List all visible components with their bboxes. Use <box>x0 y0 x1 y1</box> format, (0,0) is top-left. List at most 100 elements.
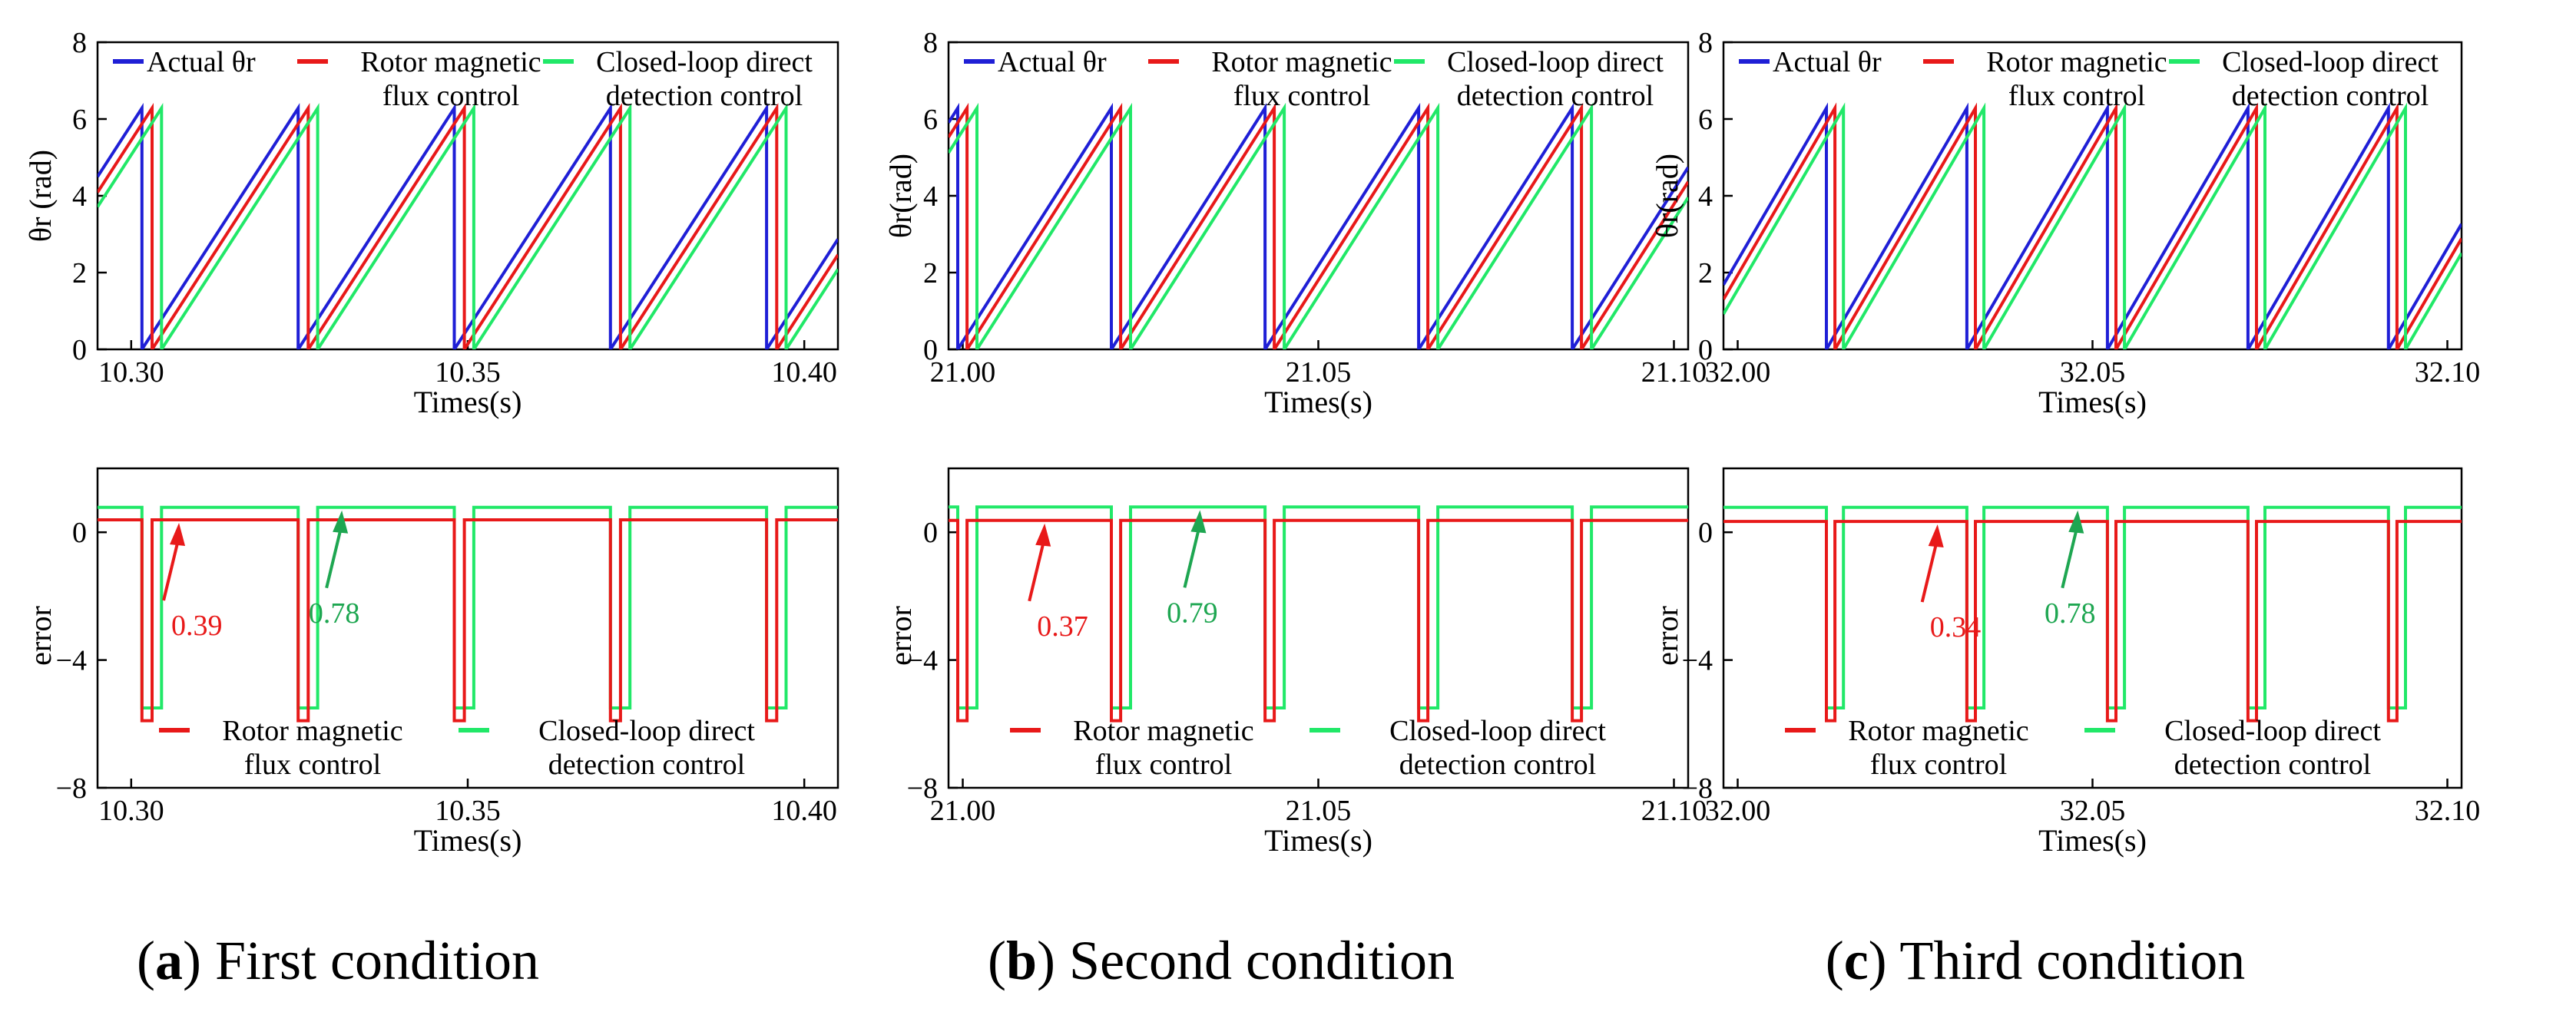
rotor-flux-error-value: 0.34 <box>1930 611 1982 643</box>
caption-part: ( <box>988 930 1006 991</box>
rotor-flux-line <box>1723 102 2462 349</box>
position-legend: Actual θr Rotor magnetic flux control Close… <box>113 46 813 112</box>
position-x-tick-label: 10.35 <box>435 356 501 389</box>
error-y-tick-label: −4 <box>1682 645 1713 677</box>
panel-caption: (c) Third condition <box>1826 930 2246 991</box>
position-chart: 0 2 4 6 8 10.30 10.35 10.40 Actual θr Rotor magne… <box>23 27 839 419</box>
rotor-flux-error-value: 0.39 <box>171 610 222 642</box>
position-x-tick-label: 21.10 <box>1641 356 1707 389</box>
closed-loop-error-value: 0.78 <box>309 597 360 630</box>
legend-label-rotor-flux: Rotor magnetic flux control <box>222 715 402 781</box>
position-y-axis-label: θr (rad) <box>23 150 58 242</box>
error-x-tick-label: 32.10 <box>2415 795 2481 827</box>
closed-loop-error-value: 0.78 <box>2045 597 2096 630</box>
position-y-tick-label: 4 <box>1698 180 1713 213</box>
position-x-tick-label: 10.30 <box>98 356 164 389</box>
position-y-tick-label: 0 <box>72 334 87 366</box>
rotor-flux-error-value: 0.37 <box>1037 610 1088 643</box>
error-annotations: 0.39 0.78 <box>162 510 360 642</box>
caption-part: ( <box>1826 930 1844 991</box>
position-x-tick-label: 10.40 <box>771 356 837 389</box>
caption-part: Second condition <box>1069 930 1455 991</box>
caption-part: Third condition <box>1899 930 2245 991</box>
rotor-flux-arrow-head <box>1928 524 1944 548</box>
position-x-tick-label: 32.05 <box>2060 356 2126 389</box>
error-x-axis-label: Times(s) <box>2038 823 2147 858</box>
position-y-tick-label: 8 <box>72 27 87 59</box>
error-chart: −8 −4 0 32.00 32.05 32.10 0.34 0.78 Rotor magnet… <box>1650 467 2481 858</box>
position-y-tick-label: 0 <box>923 334 938 366</box>
error-x-tick-label: 10.35 <box>435 795 501 827</box>
error-y-tick-label: −8 <box>907 772 938 805</box>
legend-label-closed-loop: Closed-loop direct detection control <box>538 715 755 781</box>
position-y-tick-label: 6 <box>72 104 87 136</box>
error-chart: −8 −4 0 21.00 21.05 21.10 0.37 0.79 Rotor magnet… <box>883 467 1707 858</box>
error-x-tick-label: 10.30 <box>98 795 164 827</box>
error-y-tick-label: 0 <box>72 517 87 549</box>
position-x-axis-label: Times(s) <box>1264 385 1372 419</box>
position-y-tick-label: 0 <box>1698 334 1713 366</box>
legend-label-rotor-flux: Rotor magnetic flux control <box>1986 46 2167 112</box>
rotor-flux-error-line <box>949 518 1688 723</box>
error-y-tick-label: −8 <box>1682 772 1713 805</box>
error-legend: Rotor magnetic flux control Closed-loop di… <box>1010 715 1606 781</box>
closed-loop-arrow-shaft <box>2061 524 2080 589</box>
rotor-flux-error-line <box>98 518 838 723</box>
position-y-tick-label: 2 <box>1698 257 1713 289</box>
error-annotations: 0.34 0.78 <box>1920 510 2096 643</box>
position-x-axis-label: Times(s) <box>414 385 522 419</box>
rotor-flux-arrow-shaft <box>1028 537 1047 602</box>
caption-part: ) <box>1037 930 1055 991</box>
closed-loop-arrow-shaft <box>325 524 344 589</box>
position-x-tick-label: 21.00 <box>930 356 996 389</box>
error-x-axis-label: Times(s) <box>1264 823 1372 858</box>
closed-loop-line <box>949 102 1688 349</box>
closed-loop-arrow-head <box>2068 510 2084 534</box>
panel-caption: (a) First condition <box>137 930 539 991</box>
position-y-tick-label: 2 <box>72 257 87 289</box>
position-legend: Actual θr Rotor magnetic flux control Close… <box>964 46 1664 112</box>
legend-label-actual: Actual θr <box>998 46 1107 78</box>
position-legend: Actual θr Rotor magnetic flux control Close… <box>1739 46 2439 112</box>
error-x-axis-label: Times(s) <box>414 823 522 858</box>
caption-part: ) <box>1869 930 1887 991</box>
error-y-tick-label: 0 <box>1698 517 1713 549</box>
caption-space <box>1887 930 1900 991</box>
error-x-tick-label: 32.05 <box>2060 795 2126 827</box>
error-x-tick-label: 32.00 <box>1705 795 1771 827</box>
position-y-tick-label: 8 <box>1698 27 1713 59</box>
closed-loop-arrow-head <box>1190 510 1207 534</box>
closed-loop-error-value: 0.79 <box>1167 597 1218 629</box>
rotor-flux-line <box>98 103 838 349</box>
panel-caption: (b) Second condition <box>988 930 1455 991</box>
error-y-tick-label: −8 <box>56 772 87 805</box>
error-annotations: 0.37 0.79 <box>1028 510 1218 643</box>
error-x-tick-label: 21.00 <box>930 795 996 827</box>
closed-loop-arrow-head <box>333 510 349 534</box>
legend-label-closed-loop: Closed-loop direct detection control <box>596 46 813 112</box>
position-y-tick-label: 6 <box>923 104 938 136</box>
panel-a: 0 2 4 6 8 10.30 10.35 10.40 Actual θr Rotor magne… <box>23 27 839 991</box>
error-y-axis-label: error <box>1650 606 1684 666</box>
closed-loop-line <box>98 103 838 349</box>
caption-part: a <box>155 930 183 991</box>
error-x-tick-label: 21.10 <box>1641 795 1707 827</box>
position-x-axis-label: Times(s) <box>2038 385 2147 419</box>
caption-part: ) <box>183 930 201 991</box>
position-y-tick-label: 4 <box>923 180 938 213</box>
error-x-tick-label: 10.40 <box>771 795 837 827</box>
position-y-axis-label: θr(rad) <box>1650 154 1684 238</box>
closed-loop-arrow-shaft <box>1183 523 1202 588</box>
legend-label-rotor-flux: Rotor magnetic flux control <box>1211 46 1392 112</box>
position-x-tick-label: 21.05 <box>1286 356 1352 389</box>
position-y-tick-label: 4 <box>72 180 87 213</box>
position-y-tick-label: 2 <box>923 257 938 289</box>
error-y-tick-label: −4 <box>907 645 938 677</box>
position-x-tick-label: 32.10 <box>2415 356 2481 389</box>
rotor-flux-arrow-shaft <box>162 536 180 601</box>
error-legend: Rotor magnetic flux control Closed-loop di… <box>1785 715 2381 781</box>
legend-label-actual: Actual θr <box>1773 46 1882 78</box>
legend-label-actual: Actual θr <box>147 46 256 78</box>
legend-label-rotor-flux: Rotor magnetic flux control <box>1073 715 1253 781</box>
